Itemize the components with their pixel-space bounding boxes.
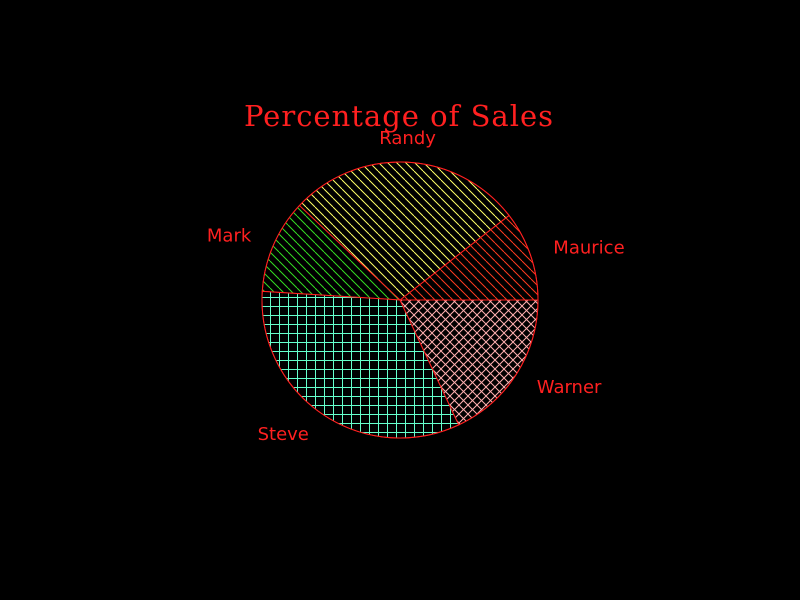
slice-label-maurice: Maurice — [553, 238, 624, 259]
slice-label-randy: Randy — [379, 128, 436, 149]
slice-label-mark: Mark — [207, 226, 252, 247]
pie-slices — [261, 161, 539, 439]
chart-title: Percentage of Sales — [244, 99, 554, 133]
slice-label-warner: Warner — [537, 377, 602, 398]
slice-label-steve: Steve — [258, 424, 309, 445]
pie-outline — [261, 161, 539, 439]
slice-labels: Maurice Randy Mark Steve Warner — [207, 128, 625, 445]
